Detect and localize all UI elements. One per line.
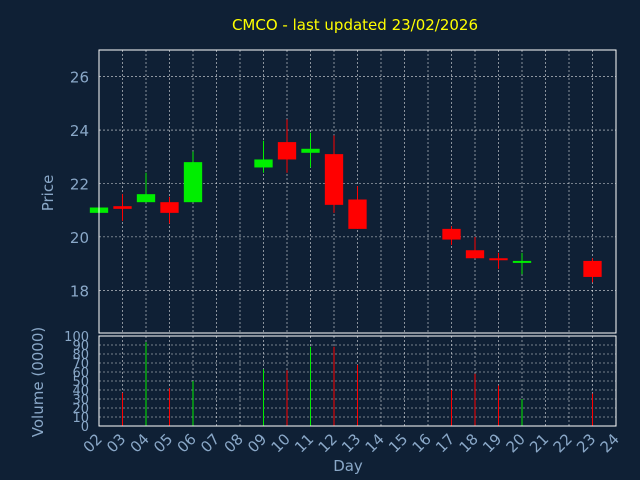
candle-body xyxy=(465,250,485,259)
volume-y-tick-label: 40 xyxy=(72,384,89,399)
volume-y-tick-label: 90 xyxy=(72,339,89,354)
candle-body xyxy=(113,206,132,209)
candle xyxy=(183,151,203,203)
volume-y-tick-label: 20 xyxy=(72,402,89,417)
candle-body xyxy=(277,142,297,160)
volume-y-tick-label: 0 xyxy=(81,420,89,435)
candle xyxy=(442,226,461,245)
candle xyxy=(465,236,485,259)
candle-body xyxy=(254,159,273,168)
price-y-tick-label: 22 xyxy=(70,175,89,193)
candle xyxy=(512,252,532,275)
volume-axis-label: Volume (0000) xyxy=(29,327,47,437)
candle-body xyxy=(442,228,461,240)
candle-body xyxy=(512,260,532,263)
price-axis-label: Price xyxy=(39,175,57,212)
candle xyxy=(348,186,367,229)
volume-bars xyxy=(122,342,593,426)
volume-y-tick-label: 70 xyxy=(72,357,89,372)
candle-body xyxy=(136,194,156,203)
volume-y-tick-label: 80 xyxy=(72,348,89,363)
volume-y-tick-label: 60 xyxy=(72,366,89,381)
candle-body xyxy=(160,202,179,213)
candle xyxy=(136,172,156,203)
candle xyxy=(277,119,297,173)
chart-title: CMCO - last updated 23/02/2026 xyxy=(232,16,478,34)
candle-body xyxy=(583,260,602,277)
volume-panel-frame xyxy=(98,335,617,427)
price-y-tick-label: 26 xyxy=(70,69,89,87)
candle xyxy=(324,135,344,213)
candle xyxy=(583,258,602,283)
volume-y-tick-label: 100 xyxy=(64,330,89,345)
volume-y-tick-label: 30 xyxy=(72,393,89,408)
candle xyxy=(113,194,132,221)
candle xyxy=(301,132,320,168)
price-y-ticks: 18 20 22 24 26 xyxy=(70,69,89,301)
price-y-tick-label: 20 xyxy=(70,229,89,247)
x-axis-label: Day xyxy=(333,457,363,475)
candle-body xyxy=(301,148,320,153)
candle xyxy=(254,140,273,173)
candle-body xyxy=(183,162,203,203)
candle-body xyxy=(348,199,367,229)
candle-body xyxy=(324,154,344,205)
candle xyxy=(489,252,508,269)
x-ticks: 0203040506070809101112131415161718192021… xyxy=(80,430,623,456)
price-panel-frame xyxy=(98,49,617,334)
volume-y-tick-label: 10 xyxy=(72,411,89,426)
price-y-tick-label: 24 xyxy=(70,122,89,140)
candle xyxy=(160,196,179,224)
price-y-tick-label: 18 xyxy=(70,282,89,300)
candle-body xyxy=(489,258,508,261)
volume-y-tick-label: 50 xyxy=(72,375,89,390)
